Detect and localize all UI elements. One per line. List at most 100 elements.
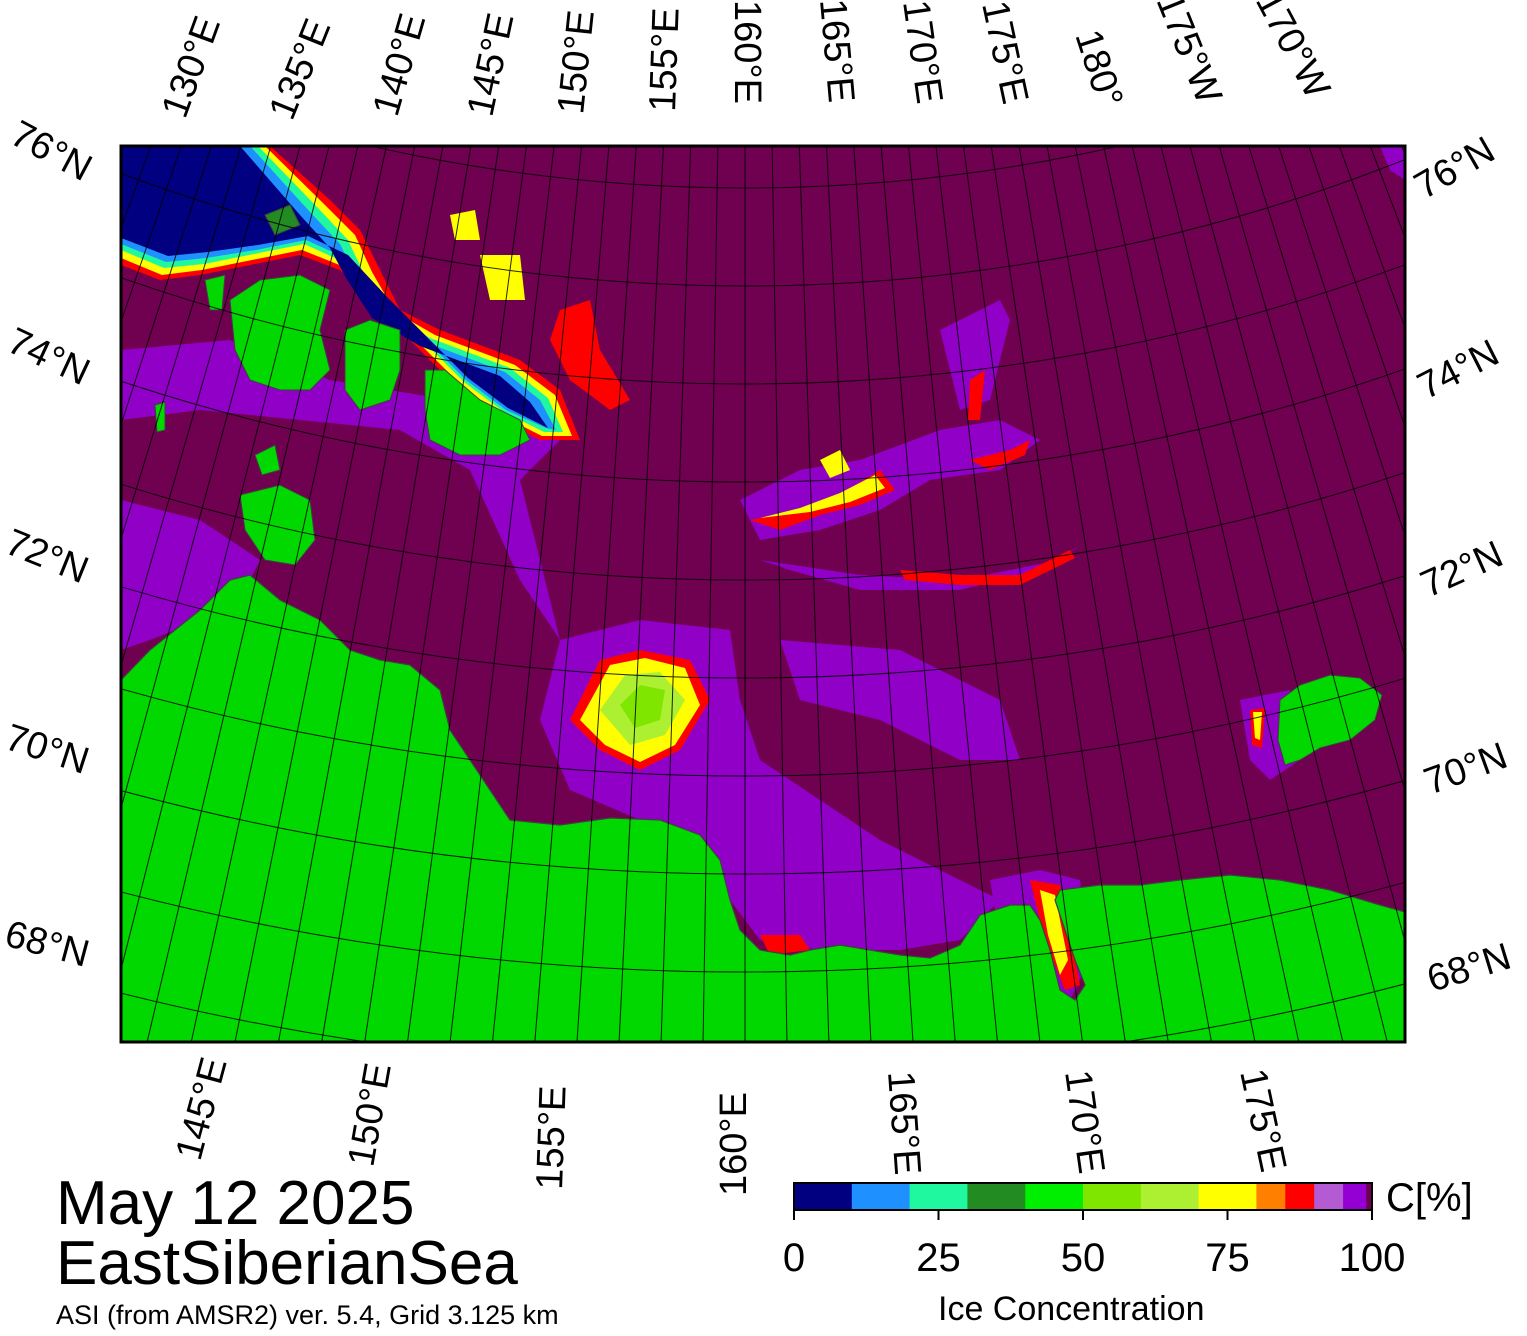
meridian-line bbox=[1522, 0, 1527, 810]
top-lon-label: 175°E bbox=[973, 0, 1036, 108]
meridian-line bbox=[406, 146, 527, 1042]
bottom-lon-label: 170°E bbox=[1056, 1067, 1112, 1176]
meridian-line bbox=[121, 146, 242, 541]
left-lat-label: 68°N bbox=[1, 913, 94, 976]
colorbar-tick-label: 25 bbox=[916, 1236, 961, 1280]
right-lat-label: 68°N bbox=[1422, 936, 1515, 1001]
meridian-line bbox=[618, 146, 664, 1042]
top-lon-label: 155°E bbox=[642, 7, 688, 112]
colorbar-bin bbox=[851, 1183, 911, 1210]
colorbar-tick-label: 100 bbox=[1338, 1236, 1406, 1280]
colorbar-bin bbox=[1285, 1183, 1315, 1210]
meridian-line bbox=[576, 146, 637, 1042]
meridian-line bbox=[190, 146, 387, 1042]
right-latitude-labels: 76°N 74°N 72°N 70°N 68°N bbox=[1408, 129, 1516, 1001]
left-lat-label: 72°N bbox=[0, 521, 94, 592]
meridian-line bbox=[1248, 146, 1405, 659]
meridian-line bbox=[702, 146, 719, 1042]
top-lon-label: 145°E bbox=[460, 9, 523, 119]
meridian-line bbox=[449, 146, 555, 1042]
colorbar-bin bbox=[1025, 1183, 1084, 1210]
meridian-line bbox=[1278, 146, 1405, 538]
top-lon-label: 175°W bbox=[1148, 0, 1230, 110]
meridian-line bbox=[1501, 0, 1527, 832]
top-lon-label: 150°E bbox=[550, 8, 603, 116]
map-frame bbox=[119, 144, 1407, 1044]
meridian-line bbox=[935, 146, 1041, 1042]
meridian-line bbox=[1131, 146, 1344, 1042]
colorbar-unit: C[%] bbox=[1386, 1176, 1473, 1220]
land-wrangel-island bbox=[1277, 674, 1383, 766]
meridian-line bbox=[1074, 146, 1256, 1042]
map-date: May 12 2025 bbox=[56, 1169, 415, 1238]
map-area bbox=[121, 0, 1527, 1042]
ice-mixed-concentration-zones bbox=[450, 210, 1265, 990]
colorbar-tick-label: 0 bbox=[782, 1236, 806, 1280]
meridian-line bbox=[1160, 146, 1388, 1042]
colorbar-tick-label: 75 bbox=[1205, 1236, 1250, 1280]
colorbar-bin bbox=[967, 1183, 1026, 1210]
top-lon-label: 170°E bbox=[894, 0, 950, 106]
top-lon-label: 170°W bbox=[1247, 0, 1338, 105]
colorbar-bin bbox=[1256, 1183, 1286, 1210]
open-water-region bbox=[121, 146, 580, 440]
meridian-line bbox=[1018, 146, 1169, 1042]
colorbar-bin bbox=[1314, 1183, 1344, 1210]
top-lon-label: 140°E bbox=[365, 9, 434, 121]
right-lat-label: 72°N bbox=[1415, 533, 1510, 606]
top-lon-label: 135°E bbox=[261, 13, 339, 125]
meridian-line bbox=[1218, 146, 1405, 793]
meridian-line bbox=[798, 146, 830, 1042]
meridian-line bbox=[234, 146, 416, 1042]
colorbar-bin bbox=[1083, 1183, 1142, 1210]
graticule bbox=[121, 0, 1527, 1042]
meridian-line bbox=[364, 146, 500, 1042]
meridian-line bbox=[826, 146, 872, 1042]
meridian-line bbox=[321, 146, 472, 1042]
right-lat-label: 70°N bbox=[1419, 735, 1513, 804]
left-lat-label: 70°N bbox=[0, 717, 94, 783]
meridian-line bbox=[277, 146, 444, 1042]
colorbar-title: Ice Concentration bbox=[938, 1290, 1205, 1328]
bottom-lon-label: 175°E bbox=[1231, 1065, 1294, 1175]
meridian-line bbox=[963, 146, 1084, 1042]
colorbar-bin bbox=[1366, 1183, 1373, 1210]
bottom-lon-label: 155°E bbox=[529, 1085, 575, 1190]
top-lon-label: 130°E bbox=[154, 11, 229, 123]
colorbar-bin bbox=[909, 1183, 968, 1210]
top-lon-label: 180° bbox=[1066, 25, 1130, 113]
colorbar-bin bbox=[1198, 1183, 1257, 1210]
colorbar-ticks bbox=[793, 1210, 1373, 1220]
colorbar-tick-label: 50 bbox=[1060, 1236, 1106, 1280]
colorbar-bin bbox=[1343, 1183, 1367, 1210]
bottom-lon-label: 160°E bbox=[713, 1092, 755, 1196]
right-lat-label: 76°N bbox=[1408, 129, 1503, 208]
meridian-line bbox=[492, 146, 583, 1042]
bottom-lon-label: 145°E bbox=[168, 1053, 235, 1164]
land-new-siberian-islands bbox=[154, 204, 531, 566]
meridian-line bbox=[1046, 146, 1213, 1042]
bottom-lon-label: 150°E bbox=[341, 1060, 400, 1170]
meridian-line bbox=[121, 146, 330, 972]
top-lon-label: 160°E bbox=[726, 0, 768, 104]
meridian-line bbox=[660, 146, 692, 1042]
left-lat-label: 76°N bbox=[4, 113, 99, 190]
colorbar-bin bbox=[794, 1183, 853, 1210]
meridian-line bbox=[990, 146, 1126, 1042]
meridian-line bbox=[121, 146, 272, 668]
meridian-line bbox=[1189, 146, 1405, 944]
right-lat-label: 74°N bbox=[1411, 332, 1506, 408]
meridian-line bbox=[880, 146, 956, 1042]
colorbar bbox=[794, 1183, 1373, 1210]
meridian-line bbox=[771, 146, 788, 1042]
meridian-line bbox=[1479, 0, 1527, 854]
meridian-line bbox=[121, 146, 301, 811]
bottom-lon-label: 165°E bbox=[879, 1070, 928, 1177]
colorbar-bin bbox=[1140, 1183, 1200, 1210]
meridian-line bbox=[146, 146, 359, 1042]
top-longitude-labels: 130°E 135°E 140°E 145°E 150°E 155°E 160°… bbox=[154, 0, 1338, 125]
left-latitude-labels: 76°N 74°N 72°N 70°N 68°N bbox=[0, 113, 98, 976]
region-title: EastSiberianSea bbox=[56, 1229, 518, 1298]
product-caption: ASI (from AMSR2) ver. 5.4, Grid 3.125 km bbox=[56, 1300, 559, 1330]
